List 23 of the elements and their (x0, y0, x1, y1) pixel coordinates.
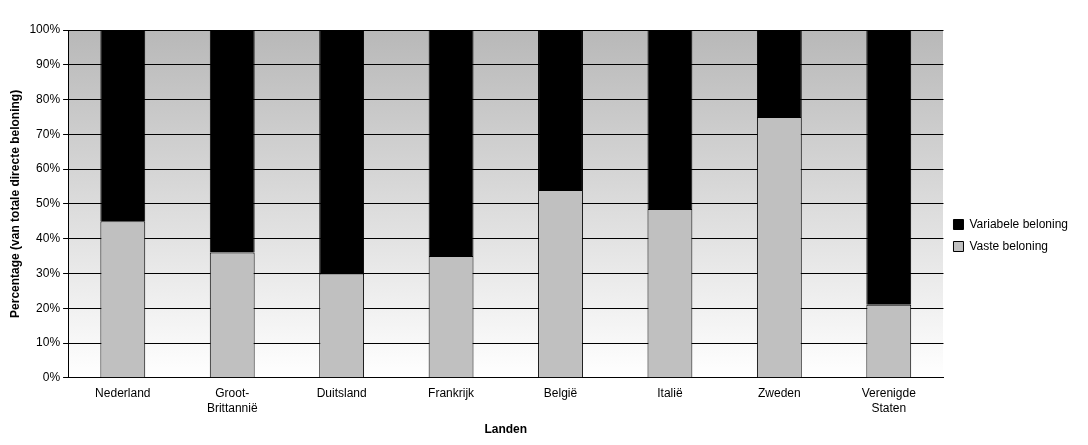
x-tick-label: Verenigde Staten (861, 386, 917, 415)
y-tick-label: 60% (36, 161, 61, 176)
x-tick-label: Nederland (95, 386, 151, 401)
y-tick-label: 0% (42, 370, 61, 385)
y-tick-label: 100% (29, 22, 61, 37)
x-tick-label: Frankrijk (428, 386, 476, 401)
x-tick-label: België (543, 386, 578, 401)
y-tick-label: 20% (36, 300, 61, 315)
x-tick-label: Duitsland (316, 386, 367, 401)
y-tick-label: 10% (36, 335, 61, 350)
x-tick-label: Groot-Brittannië (206, 386, 258, 415)
y-tick-label: 50% (36, 196, 61, 211)
y-tick-label: 30% (36, 265, 61, 280)
y-tick-label: 80% (36, 91, 61, 106)
legend-label: Vaste beloning (969, 238, 1048, 253)
legend-label: Variabele beloning (969, 216, 1069, 231)
x-tick-label: Zweden (757, 386, 801, 401)
x-tick-label: Italië (657, 386, 683, 401)
x-axis-title: Landen (484, 422, 528, 437)
y-tick-label: 40% (36, 230, 61, 245)
y-tick-label: 70% (36, 126, 61, 141)
y-tick-label: 90% (36, 57, 61, 72)
y-axis-title: Percentage (van totale directe beloning) (7, 89, 22, 318)
